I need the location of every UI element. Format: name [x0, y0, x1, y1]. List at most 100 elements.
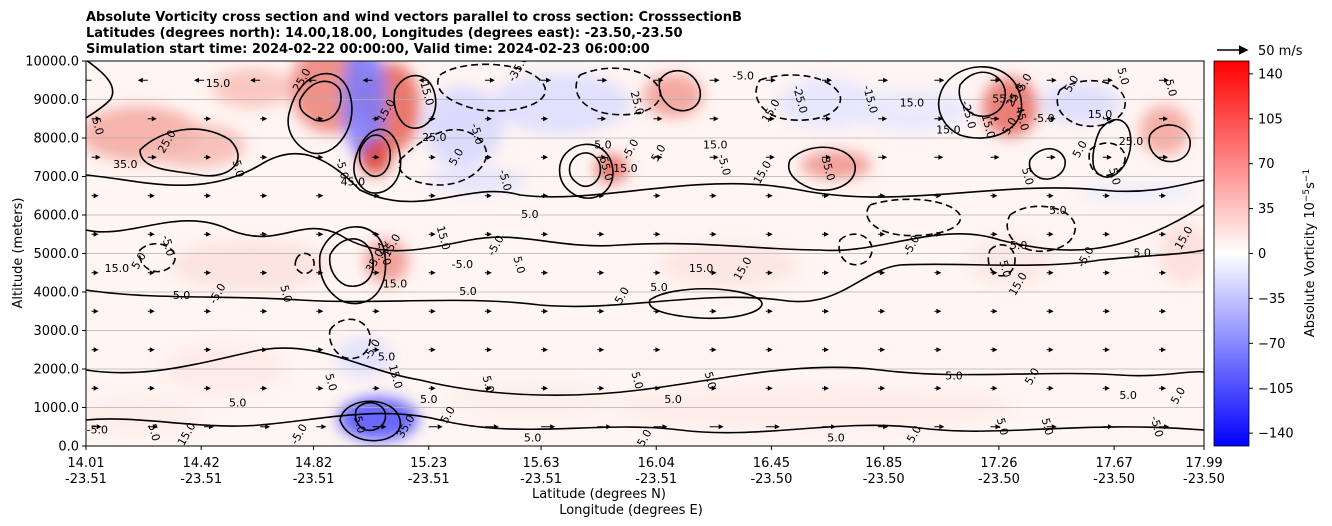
contour-label-93: 5.0	[1114, 66, 1131, 86]
colorbar-tick-label: −105	[1258, 382, 1294, 397]
wind-vector-head-74	[486, 308, 492, 314]
wind-vector-head-13	[149, 347, 155, 353]
contour-positive-23	[86, 61, 114, 119]
x-tick-longitude: -23.50	[1183, 472, 1225, 487]
wind-vector-head-37	[262, 193, 268, 199]
wind-vector-head-168	[994, 154, 1000, 160]
contour-label-25: 5.0	[521, 208, 539, 221]
contour-label-54: 5.0	[629, 370, 646, 390]
contour-positive-11	[568, 152, 602, 187]
wind-vector-head-36	[262, 231, 268, 237]
contour-label-4: 15.0	[105, 262, 130, 275]
contour-positive-5	[139, 128, 239, 177]
wind-vector-head-73	[486, 347, 492, 353]
wind-vector-head-44	[318, 308, 324, 314]
y-tick-label: 6000.0	[34, 209, 80, 224]
wind-vector-head-7	[93, 193, 99, 199]
contour-label-73: 15.0	[936, 123, 961, 136]
wind-vector-head-127	[767, 193, 773, 199]
wind-vector-head-32	[262, 385, 268, 391]
x-tick-longitude: -23.51	[180, 472, 222, 487]
wind-vector-head-108	[657, 154, 663, 160]
contour-label-45: -5.0	[468, 122, 486, 146]
wind-vector-head-118	[713, 154, 719, 160]
wind-vector-head-190	[1107, 77, 1113, 83]
x-tick-latitude: 14.42	[183, 456, 220, 471]
wind-vector-head-117	[711, 193, 717, 199]
wind-vector-head-43	[318, 347, 324, 353]
wind-vector-head-96	[599, 231, 605, 237]
contour-label-61: 15.0	[703, 139, 728, 152]
wind-vector-head-123	[767, 347, 773, 353]
wind-vector-head-105	[655, 270, 661, 276]
wind-vector-head-199	[1163, 116, 1169, 122]
wind-vector-head-158	[938, 154, 944, 160]
wind-vector-head-200	[1164, 77, 1170, 83]
contour-label-31: -5.0	[452, 258, 473, 271]
colorbar-tick-label: 70	[1258, 157, 1275, 172]
wind-vector-head-176	[1048, 231, 1054, 237]
contour-positive-13	[788, 146, 856, 192]
contour-label-24: -5.0	[496, 168, 514, 192]
wind-vector-head-51	[381, 424, 387, 430]
wind-vector-head-71	[493, 424, 499, 430]
wind-vector-head-86	[543, 231, 549, 237]
wind-vector-head-60	[362, 77, 368, 83]
contour-positive-2	[86, 249, 1204, 308]
wind-vector-head-186	[1104, 231, 1110, 237]
wind-vector-head-40	[250, 77, 256, 83]
wind-vector-head-197	[1161, 193, 1167, 199]
x-tick-latitude: 17.26	[980, 456, 1017, 471]
wind-vector-head-50	[306, 77, 312, 83]
y-tick-label: 1000.0	[34, 401, 80, 416]
wind-vector-head-134	[823, 308, 829, 314]
wind-vector-head-64	[430, 308, 436, 314]
wind-vector-head-59	[374, 116, 380, 122]
wind-vector-head-78	[486, 154, 492, 160]
wind-vector-head-131	[830, 424, 836, 430]
contour-label-43: 5.0	[524, 431, 542, 444]
wind-vector-head-113	[711, 347, 717, 353]
field-patch-17	[1139, 105, 1190, 156]
contour-label-28: 15.0	[383, 277, 408, 290]
wind-vector-head-193	[1161, 347, 1167, 353]
wind-vector-head-53	[374, 347, 380, 353]
plot-area: 5.035.025.05.015.0 5.0-5.05.0 -5.0 5.0-5.0 1…	[86, 61, 1204, 446]
wind-vector-head-85	[543, 270, 549, 276]
wind-vector-head-140	[826, 77, 832, 83]
x-axis: 14.01-23.5114.42-23.5114.82-23.5115.23-2…	[65, 446, 1225, 487]
field-patch-24	[659, 243, 800, 288]
wind-vector-head-172	[1048, 385, 1054, 391]
y-tick-label: 3000.0	[34, 324, 80, 339]
wind-vector-head-100	[602, 77, 608, 83]
contour-label-67: 5.0	[827, 431, 845, 444]
wind-vectors	[86, 77, 1170, 430]
wind-vector-head-54	[374, 308, 380, 314]
wind-vector-head-101	[662, 424, 668, 430]
wind-vector-head-155	[936, 270, 942, 276]
quiver-key-label: 50 m/s	[1258, 44, 1303, 59]
wind-vector-head-52	[374, 385, 380, 391]
wind-vector-head-144	[880, 308, 886, 314]
x-tick-latitude: 16.45	[753, 456, 790, 471]
wind-vector-head-72	[486, 385, 492, 391]
wind-vector-head-181	[1107, 424, 1113, 430]
wind-vector-head-25	[205, 270, 211, 276]
contour-label-18: -5.0	[333, 157, 351, 181]
contour-negative-7	[1088, 142, 1126, 177]
wind-vector-head-70	[418, 77, 424, 83]
x-axis-label-longitude: Longitude (degrees E)	[559, 503, 703, 518]
field-patch-22	[336, 337, 393, 378]
contour-label-33: 5.0	[511, 255, 528, 275]
contour-positive-4	[86, 412, 1204, 434]
wind-vector-head-23	[205, 347, 211, 353]
wind-vector-head-33	[262, 347, 268, 353]
wind-vector-head-76	[486, 231, 492, 237]
wind-vector-head-135	[823, 270, 829, 276]
contour-positive-17	[328, 238, 374, 287]
contour-label-10: -5.0	[87, 424, 108, 437]
wind-vector-head-104	[655, 308, 661, 314]
wind-vector-head-48	[318, 154, 324, 160]
contour-label-102: -5.0	[1148, 415, 1166, 439]
field-patch-2	[211, 67, 292, 108]
